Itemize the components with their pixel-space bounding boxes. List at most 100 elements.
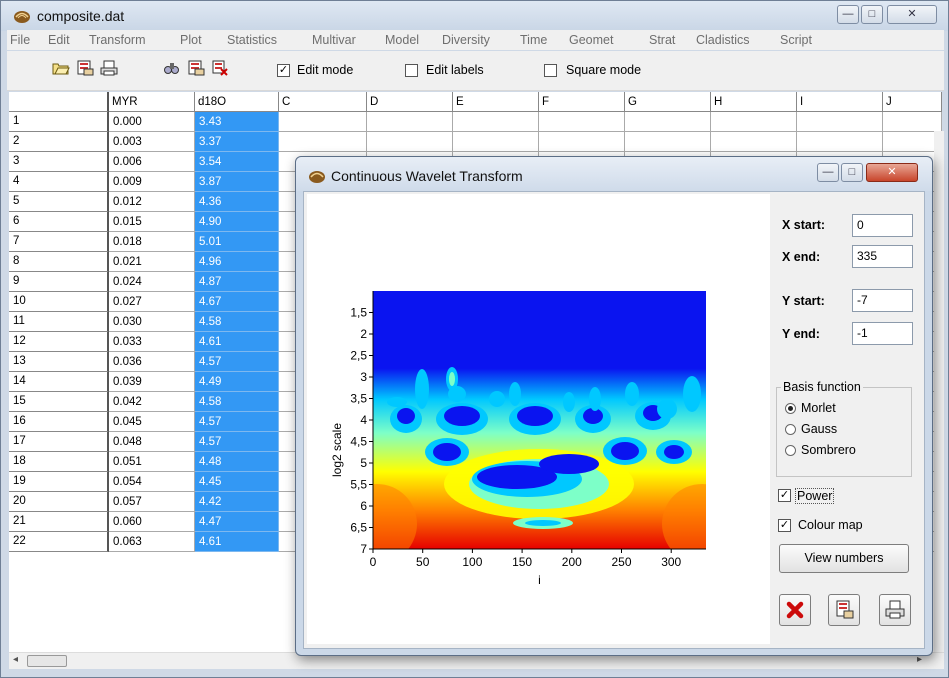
table-cell[interactable]: 0.015 <box>109 212 195 232</box>
table-cell[interactable]: 0.054 <box>109 472 195 492</box>
column-header[interactable]: C <box>279 92 367 112</box>
menu-multivar[interactable]: Multivar <box>312 33 356 47</box>
column-header[interactable]: G <box>625 92 711 112</box>
table-cell[interactable]: 0.042 <box>109 392 195 412</box>
colour-map-checkbox[interactable]: ✓ <box>778 519 791 532</box>
table-cell[interactable]: 4.49 <box>195 372 279 392</box>
row-header[interactable]: 6 <box>9 212 109 232</box>
open-icon[interactable] <box>50 59 72 81</box>
edit-mode-checkbox[interactable]: ✓ <box>277 64 290 77</box>
column-header[interactable]: I <box>797 92 883 112</box>
export-icon[interactable] <box>828 594 860 626</box>
square-mode-checkbox[interactable] <box>544 64 557 77</box>
table-cell[interactable]: 4.61 <box>195 532 279 552</box>
table-cell[interactable] <box>711 112 797 132</box>
table-cell[interactable]: 0.006 <box>109 152 195 172</box>
menu-diversity[interactable]: Diversity <box>442 33 490 47</box>
table-cell[interactable] <box>539 132 625 152</box>
row-header[interactable]: 3 <box>9 152 109 172</box>
table-cell[interactable] <box>625 112 711 132</box>
table-cell[interactable]: 4.57 <box>195 412 279 432</box>
table-cell[interactable]: 0.027 <box>109 292 195 312</box>
column-header[interactable]: F <box>539 92 625 112</box>
table-cell[interactable]: 0.009 <box>109 172 195 192</box>
table-cell[interactable]: 4.42 <box>195 492 279 512</box>
table-cell[interactable] <box>797 132 883 152</box>
table-cell[interactable]: 5.01 <box>195 232 279 252</box>
print-icon[interactable] <box>98 59 120 81</box>
table-cell[interactable]: 4.87 <box>195 272 279 292</box>
table-cell[interactable]: 4.58 <box>195 312 279 332</box>
table-cell[interactable]: 4.36 <box>195 192 279 212</box>
table-cell[interactable]: 0.024 <box>109 272 195 292</box>
table-cell[interactable] <box>625 132 711 152</box>
table-cell[interactable]: 3.37 <box>195 132 279 152</box>
x-start-input[interactable]: 0 <box>852 214 913 237</box>
table-cell[interactable]: 0.012 <box>109 192 195 212</box>
scroll-left-icon[interactable]: ◂ <box>13 654 19 665</box>
power-checkbox[interactable]: ✓ <box>778 489 791 502</box>
menu-time[interactable]: Time <box>520 33 548 47</box>
table-cell[interactable]: 0.060 <box>109 512 195 532</box>
x-end-input[interactable]: 335 <box>852 245 913 268</box>
morlet-radio[interactable] <box>785 403 796 414</box>
menu-transform[interactable]: Transform <box>89 33 146 47</box>
row-header[interactable]: 19 <box>9 472 109 492</box>
row-header[interactable]: 8 <box>9 252 109 272</box>
find-icon[interactable] <box>161 59 183 81</box>
column-header[interactable]: H <box>711 92 797 112</box>
row-header[interactable]: 17 <box>9 432 109 452</box>
dialog-minimize-button[interactable]: — <box>817 163 839 182</box>
row-header[interactable]: 7 <box>9 232 109 252</box>
row-header[interactable]: 4 <box>9 172 109 192</box>
menu-cladistics[interactable]: Cladistics <box>696 33 750 47</box>
column-header[interactable]: E <box>453 92 539 112</box>
table-cell[interactable]: 4.57 <box>195 432 279 452</box>
table-cell[interactable]: 0.036 <box>109 352 195 372</box>
view-numbers-button[interactable]: View numbers <box>779 544 909 573</box>
table-cell[interactable] <box>279 112 367 132</box>
row-header[interactable]: 20 <box>9 492 109 512</box>
copy-icon[interactable] <box>209 59 231 81</box>
table-cell[interactable] <box>883 112 942 132</box>
table-cell[interactable]: 4.61 <box>195 332 279 352</box>
scroll-right-icon[interactable]: ▸ <box>917 654 923 665</box>
menu-strat[interactable]: Strat <box>649 33 676 47</box>
dialog-close-button[interactable]: ✕ <box>866 163 918 182</box>
row-header[interactable]: 22 <box>9 532 109 552</box>
table-cell[interactable]: 0.039 <box>109 372 195 392</box>
table-cell[interactable] <box>453 132 539 152</box>
column-header[interactable]: MYR <box>109 92 195 112</box>
print-icon[interactable] <box>879 594 911 626</box>
y-end-input[interactable]: -1 <box>852 322 913 345</box>
menu-edit[interactable]: Edit <box>48 33 70 47</box>
scroll-thumb[interactable] <box>27 655 67 667</box>
column-header[interactable]: J <box>883 92 942 112</box>
y-start-input[interactable]: -7 <box>852 289 913 312</box>
gauss-radio[interactable] <box>785 424 796 435</box>
row-header[interactable]: 21 <box>9 512 109 532</box>
table-cell[interactable]: 4.58 <box>195 392 279 412</box>
export-icon[interactable] <box>185 59 207 81</box>
row-header[interactable]: 13 <box>9 352 109 372</box>
menu-script[interactable]: Script <box>780 33 812 47</box>
table-cell[interactable]: 4.48 <box>195 452 279 472</box>
table-cell[interactable]: 0.003 <box>109 132 195 152</box>
row-header[interactable]: 18 <box>9 452 109 472</box>
menu-geomet[interactable]: Geomet <box>569 33 614 47</box>
menu-file[interactable]: File <box>10 33 31 47</box>
maximize-button[interactable]: □ <box>861 5 883 24</box>
table-cell[interactable]: 3.43 <box>195 112 279 132</box>
table-cell[interactable]: 4.90 <box>195 212 279 232</box>
row-header[interactable]: 14 <box>9 372 109 392</box>
table-cell[interactable]: 4.45 <box>195 472 279 492</box>
table-cell[interactable] <box>711 132 797 152</box>
column-header[interactable]: D <box>367 92 453 112</box>
row-header[interactable]: 2 <box>9 132 109 152</box>
menu-statistics[interactable]: Statistics <box>227 33 278 47</box>
table-cell[interactable] <box>367 112 453 132</box>
table-cell[interactable] <box>539 112 625 132</box>
row-header[interactable]: 11 <box>9 312 109 332</box>
table-cell[interactable]: 0.063 <box>109 532 195 552</box>
table-cell[interactable]: 0.021 <box>109 252 195 272</box>
